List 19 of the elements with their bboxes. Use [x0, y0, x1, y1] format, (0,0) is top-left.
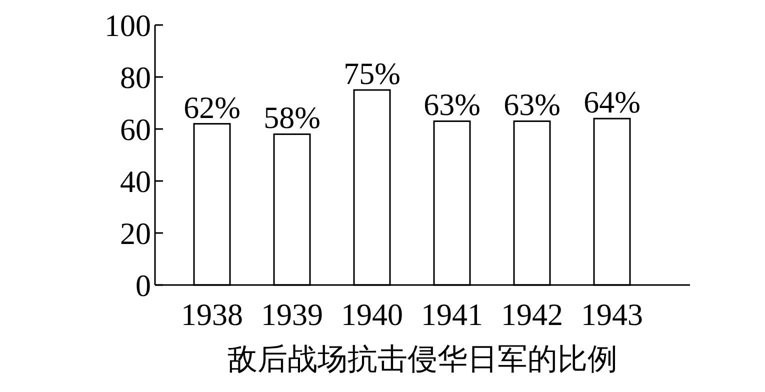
x-tick-label: 1941	[421, 297, 483, 332]
data-label: 64%	[584, 84, 640, 120]
data-label: 63%	[424, 87, 480, 122]
data-label: 58%	[264, 100, 320, 136]
x-tick-label: 1938	[181, 297, 243, 332]
y-tick-label: 20	[120, 216, 151, 251]
data-label: 62%	[184, 90, 240, 125]
x-tick-label: 1943	[581, 297, 643, 332]
y-tick-label: 0	[136, 268, 151, 303]
y-tick-label: 100	[104, 8, 151, 43]
x-tick-label: 1940	[341, 297, 403, 332]
y-tick-label: 60	[120, 112, 151, 147]
y-tick-label: 40	[120, 164, 151, 199]
data-label: 63%	[504, 87, 560, 122]
x-tick-label: 1939	[261, 297, 323, 332]
x-tick-label: 1942	[501, 297, 563, 332]
x-axis-title: 敌后战场抗击侵华日军的比例	[228, 343, 618, 376]
y-tick-label: 80	[120, 60, 151, 95]
data-label: 75%	[344, 56, 400, 91]
